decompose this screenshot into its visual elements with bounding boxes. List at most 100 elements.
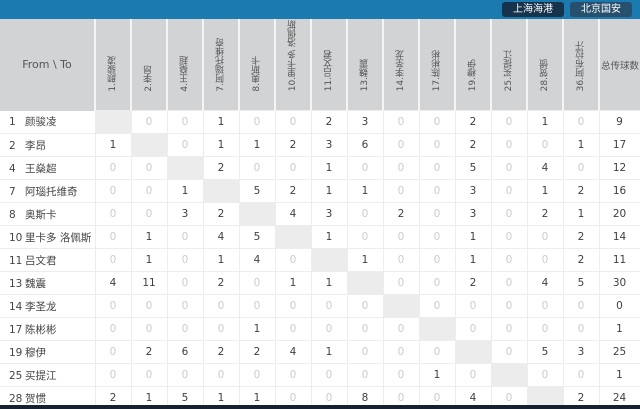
row-total-cell: 20 bbox=[598, 202, 640, 227]
player-number: 2 bbox=[9, 139, 16, 152]
row-total-cell: 1 bbox=[598, 363, 640, 388]
pass-cell: 1 bbox=[526, 179, 564, 204]
bottom-scrollbar[interactable] bbox=[0, 405, 640, 409]
pass-cell: 0 bbox=[526, 248, 564, 273]
pass-cell: 1 bbox=[202, 133, 240, 158]
pass-cell: 0 bbox=[94, 202, 132, 227]
pass-cell: 4 bbox=[274, 340, 312, 365]
pass-cell: 0 bbox=[202, 317, 240, 342]
pass-cell: 0 bbox=[418, 202, 456, 227]
player-name: 颜骏凌 bbox=[25, 116, 57, 129]
pass-cell: 0 bbox=[310, 363, 348, 388]
pass-cell: 0 bbox=[274, 294, 312, 319]
pass-cell: 5 bbox=[454, 156, 492, 181]
row-player-label: 25 买提江 bbox=[0, 363, 96, 388]
pass-cell: 3 bbox=[454, 179, 492, 204]
pass-cell: 0 bbox=[382, 317, 420, 342]
pass-cell: 0 bbox=[238, 156, 276, 181]
team-tab-bar: 上海海港 北京国安 bbox=[0, 0, 640, 19]
pass-cell bbox=[166, 156, 204, 181]
pass-cell bbox=[274, 225, 312, 250]
pass-cell: 2 bbox=[130, 340, 168, 365]
player-number: 19 bbox=[9, 346, 23, 359]
pass-cell: 1 bbox=[454, 248, 492, 273]
pass-cell: 0 bbox=[94, 294, 132, 319]
pass-cell: 0 bbox=[418, 225, 456, 250]
player-number: 17 bbox=[9, 323, 23, 336]
pass-cell: 0 bbox=[94, 363, 132, 388]
pass-cell: 2 bbox=[526, 202, 564, 227]
pass-cell: 2 bbox=[202, 271, 240, 296]
pass-cell: 0 bbox=[418, 340, 456, 365]
player-name: 里卡多 洛佩斯 bbox=[25, 231, 92, 244]
pass-cell: 3 bbox=[346, 110, 384, 135]
pass-cell: 0 bbox=[346, 340, 384, 365]
column-header: 11.吕文君 bbox=[310, 19, 347, 111]
row-player-label: 10 里卡多 洛佩斯 bbox=[0, 225, 96, 250]
pass-cell: 0 bbox=[166, 317, 204, 342]
pass-cell: 0 bbox=[562, 294, 600, 319]
row-player-label: 19 穆伊 bbox=[0, 340, 96, 365]
pass-cell: 5 bbox=[238, 225, 276, 250]
team-button-shanghai-port[interactable]: 上海海港 bbox=[502, 2, 564, 17]
row-total-cell: 11 bbox=[598, 248, 640, 273]
player-name: 奥斯卡 bbox=[25, 208, 57, 221]
pass-cell: 1 bbox=[274, 271, 312, 296]
table-row: 25 买提江 0 0 0 0 0 0 0 0 0 1 0 0 0 1 bbox=[0, 363, 640, 388]
pass-cell: 0 bbox=[562, 110, 600, 135]
row-total-cell: 0 bbox=[598, 294, 640, 319]
pass-cell: 0 bbox=[94, 248, 132, 273]
player-name: 穆伊 bbox=[25, 346, 46, 359]
pass-cell: 0 bbox=[382, 340, 420, 365]
pass-cell: 0 bbox=[166, 133, 204, 158]
pass-cell: 2 bbox=[238, 340, 276, 365]
passing-matrix-table: From \ To 1.颜骏凌 2.李昂 4.王燊超 7.阿瑙托维奇 8.奥斯卡 10.里卡… bbox=[0, 19, 640, 409]
pass-cell: 1 bbox=[166, 179, 204, 204]
pass-cell: 0 bbox=[526, 363, 564, 388]
pass-cell: 4 bbox=[202, 225, 240, 250]
player-number: 28 bbox=[9, 392, 23, 405]
column-header: 17.陈彬彬 bbox=[418, 19, 455, 111]
pass-cell: 0 bbox=[490, 294, 528, 319]
pass-cell: 1 bbox=[94, 133, 132, 158]
pass-cell: 1 bbox=[238, 317, 276, 342]
pass-cell: 0 bbox=[238, 271, 276, 296]
row-player-label: 2 李昂 bbox=[0, 133, 96, 158]
column-header-label: 1.颜骏凌 bbox=[107, 55, 118, 92]
pass-cell: 0 bbox=[166, 363, 204, 388]
pass-cell: 0 bbox=[166, 110, 204, 135]
pass-cell: 0 bbox=[418, 133, 456, 158]
row-total-cell: 16 bbox=[598, 179, 640, 204]
pass-cell: 0 bbox=[130, 202, 168, 227]
player-name: 李昂 bbox=[25, 139, 46, 152]
pass-cell: 0 bbox=[382, 179, 420, 204]
pass-cell: 0 bbox=[310, 294, 348, 319]
pass-cell: 0 bbox=[526, 317, 564, 342]
pass-cell: 0 bbox=[490, 248, 528, 273]
row-player-label: 17 陈彬彬 bbox=[0, 317, 96, 342]
pass-cell: 3 bbox=[562, 340, 600, 365]
pass-cell: 2 bbox=[202, 202, 240, 227]
column-header-label: 11.吕文君 bbox=[323, 49, 334, 92]
pass-cell: 0 bbox=[238, 363, 276, 388]
pass-cell: 0 bbox=[490, 317, 528, 342]
player-number: 7 bbox=[9, 185, 16, 198]
pass-cell: 5 bbox=[526, 340, 564, 365]
column-header: 2.李昂 bbox=[130, 19, 167, 111]
row-total-cell: 17 bbox=[598, 133, 640, 158]
table-row: 28 贺惯 2 1 5 1 1 0 0 8 0 0 4 0 2 24 bbox=[0, 386, 640, 409]
pass-cell bbox=[202, 179, 240, 204]
pass-cell: 0 bbox=[382, 225, 420, 250]
pass-cell: 0 bbox=[382, 133, 420, 158]
pass-cell bbox=[238, 202, 276, 227]
column-header: 13.魏震 bbox=[346, 19, 383, 111]
pass-cell: 0 bbox=[490, 110, 528, 135]
pass-cell: 1 bbox=[346, 179, 384, 204]
team-button-beijing-guoan[interactable]: 北京国安 bbox=[570, 2, 632, 17]
table-row: 10 里卡多 洛佩斯 0 1 0 4 5 1 0 0 0 1 0 0 2 14 bbox=[0, 225, 640, 250]
pass-cell: 0 bbox=[418, 294, 456, 319]
pass-cell: 6 bbox=[166, 340, 204, 365]
player-name: 王燊超 bbox=[25, 162, 57, 175]
column-header-label: 4.王燊超 bbox=[179, 55, 190, 92]
